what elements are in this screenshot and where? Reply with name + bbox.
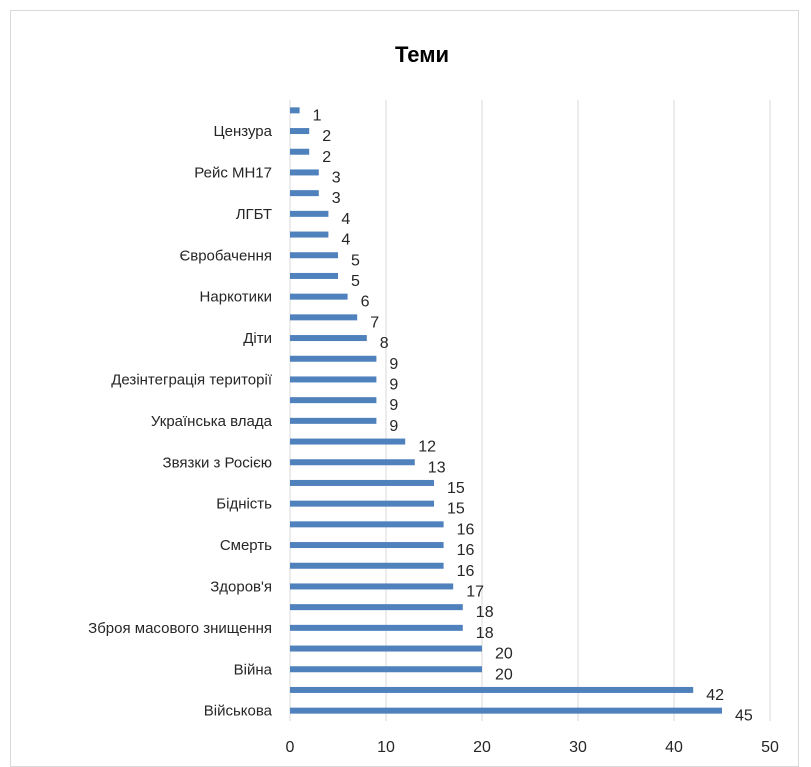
category-label: Бідність	[216, 496, 272, 513]
data-label: 2	[322, 128, 331, 145]
bar	[290, 624, 463, 631]
bar	[290, 335, 367, 342]
category-label: Звязки з Росією	[163, 454, 272, 471]
bar	[290, 666, 482, 673]
bar	[290, 210, 329, 217]
category-label: Цензура	[214, 123, 273, 140]
x-tick-label: 20	[473, 739, 491, 756]
bar	[290, 169, 319, 176]
data-label: 9	[389, 418, 398, 435]
bar	[290, 128, 310, 135]
bar	[290, 107, 300, 114]
category-label: Євробачення	[179, 247, 272, 264]
data-label: 7	[370, 314, 379, 331]
data-label: 3	[332, 190, 341, 207]
bar	[290, 479, 434, 486]
bar	[290, 355, 377, 362]
bar	[290, 148, 310, 155]
data-label: 15	[447, 501, 465, 518]
bar	[290, 562, 444, 569]
grid-lines	[289, 100, 771, 721]
bar	[290, 231, 329, 238]
bar	[290, 707, 722, 714]
bar	[290, 314, 358, 321]
data-label: 9	[389, 397, 398, 414]
data-label: 1	[313, 107, 322, 124]
bar	[290, 397, 377, 404]
data-label: 16	[457, 521, 475, 538]
bar	[290, 376, 377, 383]
category-label: Діти	[243, 330, 272, 347]
bar	[290, 190, 319, 197]
bar	[290, 272, 338, 279]
data-labels: 1223344556789999121315151616161718182020…	[313, 107, 753, 724]
bar	[290, 293, 348, 300]
data-label: 20	[495, 666, 513, 683]
data-label: 3	[332, 169, 341, 186]
bar	[290, 583, 454, 590]
data-label: 15	[447, 480, 465, 497]
x-axis-ticks: 0 10 20 30 40 50	[286, 739, 779, 756]
data-label: 9	[389, 356, 398, 373]
category-label: Дезінтеграція території	[111, 371, 273, 388]
bar	[290, 686, 694, 693]
data-label: 16	[457, 563, 475, 580]
category-label: Війна	[234, 661, 273, 678]
bars	[290, 107, 722, 714]
data-label: 45	[735, 708, 753, 725]
chart-title: Теми	[395, 42, 449, 67]
data-label: 8	[380, 335, 389, 352]
category-label: ЛГБТ	[236, 206, 272, 223]
data-label: 12	[418, 439, 436, 456]
data-label: 18	[476, 604, 494, 621]
x-tick-label: 10	[377, 739, 395, 756]
bar	[290, 500, 434, 507]
data-label: 9	[389, 376, 398, 393]
category-label: Зброя масового знищення	[88, 620, 272, 637]
data-label: 16	[457, 542, 475, 559]
data-label: 17	[466, 583, 484, 600]
x-tick-label: 30	[569, 739, 587, 756]
bar	[290, 438, 406, 445]
category-label: Здоров'я	[210, 578, 272, 595]
bar	[290, 542, 444, 549]
bar	[290, 604, 463, 611]
data-label: 4	[341, 211, 350, 228]
bar	[290, 645, 482, 652]
category-label: Військова	[204, 703, 273, 720]
data-label: 13	[428, 459, 446, 476]
data-label: 5	[351, 273, 360, 290]
bar	[290, 417, 377, 424]
category-label: Наркотики	[200, 289, 272, 306]
bar	[290, 252, 338, 259]
data-label: 5	[351, 252, 360, 269]
chart-frame	[10, 10, 799, 767]
bar	[290, 521, 444, 528]
data-label: 2	[322, 149, 331, 166]
data-label: 6	[361, 294, 370, 311]
category-label: Рейс MH17	[194, 164, 272, 181]
category-label: Українська влада	[151, 413, 273, 430]
category-label: Смерть	[220, 537, 272, 554]
x-tick-label: 40	[665, 739, 683, 756]
bar	[290, 459, 415, 466]
x-tick-label: 50	[761, 739, 779, 756]
category-labels: Цензура Рейс MH17 ЛГБТ Євробачення Наркотики…	[88, 123, 273, 720]
data-label: 4	[341, 232, 350, 249]
data-label: 20	[495, 646, 513, 663]
data-label: 18	[476, 625, 494, 642]
data-label: 42	[706, 687, 724, 704]
x-tick-label: 0	[286, 739, 295, 756]
